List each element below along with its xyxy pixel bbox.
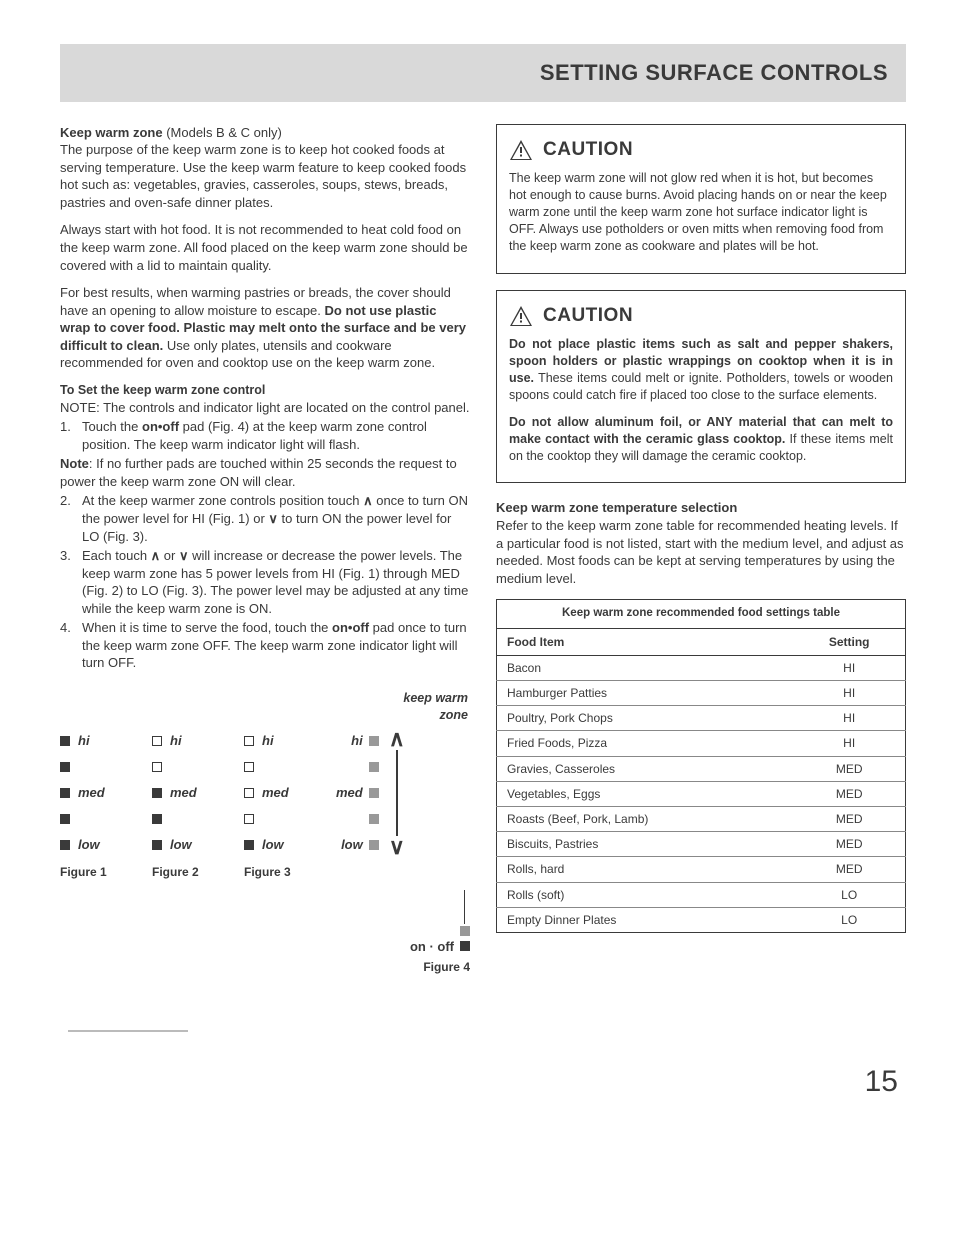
table-row: Empty Dinner PlatesLO [497,907,906,932]
kw-p1: The purpose of the keep warm zone is to … [60,142,466,210]
kw-subtitle: (Models B & C only) [163,125,282,140]
divider [68,1030,188,1032]
down-caret-icon: ∨ [389,836,405,858]
table-row: Gravies, CasserolesMED [497,756,906,781]
temp-heading: Keep warm zone temperature selection [496,499,906,517]
kw-p3: For best results, when warming pastries … [60,284,470,372]
col-setting: Setting [793,628,905,655]
caution-box-1: CAUTION The keep warm zone will not glow… [496,124,906,274]
table-row: Roasts (Beef, Pork, Lamb)MED [497,807,906,832]
table-row: Hamburger PattiesHI [497,681,906,706]
table-row: Rolls (soft)LO [497,882,906,907]
page-number: 15 [60,1062,906,1103]
warning-icon [509,305,533,327]
step-4: When it is time to serve the food, touch… [60,619,470,672]
caution-1-text: The keep warm zone will not glow red whe… [509,170,893,254]
table-caption: Keep warm zone recommended food settings… [496,599,906,628]
figure-3: hi med low Figure 3 [244,728,336,880]
table-row: Vegetables, EggsMED [497,781,906,806]
figures-area: keep warm zone hi med low Figure 1 [60,690,470,975]
caution-2a: Do not place plastic items such as salt … [509,336,893,404]
page-title: SETTING SURFACE CONTROLS [78,58,888,88]
temp-paragraph: Refer to the keep warm zone table for re… [496,517,906,587]
kw-heading: Keep warm zone [60,125,163,140]
figure-1: hi med low Figure 1 [60,728,152,880]
left-column: Keep warm zone (Models B & C only) The p… [60,124,470,1033]
col-food: Food Item [497,628,794,655]
note-timeout: Note: If no further pads are touched wit… [60,455,470,490]
kw-p2: Always start with hot food. It is not re… [60,221,470,274]
step-3: Each touch ∧ or ∨ will increase or decre… [60,547,470,617]
settings-table: Keep warm zone recommended food settings… [496,599,906,933]
caution-2b: Do not allow aluminum foil, or ANY mater… [509,414,893,465]
table-row: Fried Foods, PizzaHI [497,731,906,756]
warning-icon [509,139,533,161]
note-control-panel: NOTE: The controls and indicator light a… [60,399,470,417]
caution-box-2: CAUTION Do not place plastic items such … [496,290,906,484]
up-caret-icon: ∧ [389,728,405,750]
table-row: Rolls, hardMED [497,857,906,882]
table-row: Poultry, Pork ChopsHI [497,706,906,731]
step-1: Touch the on•off pad (Fig. 4) at the kee… [60,418,470,453]
header-bar: SETTING SURFACE CONTROLS [60,44,906,102]
table-row: Biscuits, PastriesMED [497,832,906,857]
right-column: CAUTION The keep warm zone will not glow… [496,124,906,1033]
figure-4: hi med low ∧ ∨ [336,728,470,976]
table-row: BaconHI [497,655,906,680]
to-set-heading: To Set the keep warm zone control [60,382,470,399]
figure-2: hi med low Figure 2 [152,728,244,880]
step-2: At the keep warmer zone controls positio… [60,492,470,545]
